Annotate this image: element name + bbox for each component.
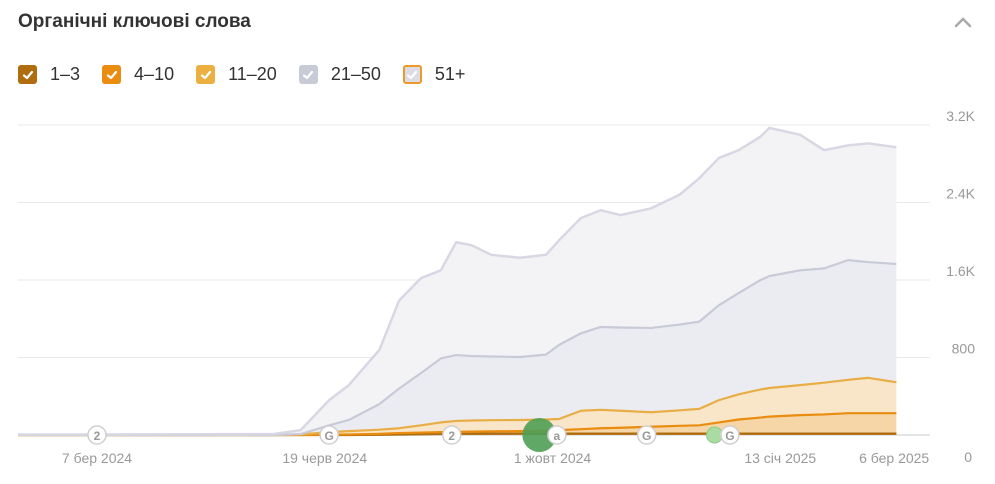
series-line-11–20 <box>18 376 897 437</box>
checkbox[interactable] <box>402 65 422 84</box>
area-band-11–20 <box>18 377 897 435</box>
event-marker-google[interactable]: G <box>319 425 339 445</box>
legend-label: 1–3 <box>50 64 81 84</box>
checkmark-icon <box>200 70 211 79</box>
y-tick-label: 1.6K <box>946 263 975 279</box>
legend-label: 11–20 <box>228 64 277 84</box>
legend-label: 21–50 <box>330 64 381 84</box>
checkmark-icon <box>22 70 33 79</box>
y-tick-label: 0 <box>964 449 972 465</box>
marker-label: G <box>324 429 333 443</box>
checkbox[interactable] <box>298 65 318 84</box>
legend-item-0[interactable]: 1–3 <box>18 64 80 85</box>
series-line-21–50 <box>18 259 897 437</box>
x-tick-label: 19 черв 2024 <box>282 450 367 466</box>
checkbox[interactable] <box>196 65 216 84</box>
marker-label: 2 <box>448 429 455 443</box>
checkmark-icon <box>106 70 117 79</box>
legend-label: 4–10 <box>134 64 175 84</box>
checkbox[interactable] <box>18 65 37 84</box>
area-band-21–50 <box>18 260 897 435</box>
checkmark-icon <box>303 70 314 79</box>
x-tick-label: 1 жовт 2024 <box>514 450 592 466</box>
section-title: Органічні ключові слова <box>18 11 251 32</box>
event-marker-note[interactable]: 2 <box>87 425 107 445</box>
x-tick-label: 6 бер 2025 <box>859 450 929 466</box>
legend-item-2[interactable]: 11–20 <box>196 64 277 85</box>
legend-label: 51+ <box>434 64 466 84</box>
marker-label: G <box>725 429 734 443</box>
legend-item-1[interactable]: 4–10 <box>102 64 174 85</box>
chevron-up-icon[interactable] <box>952 12 974 34</box>
legend: 1–3 4–10 11–20 21–50 51+ <box>18 64 487 85</box>
event-marker-note[interactable]: 2 <box>442 425 462 445</box>
legend-item-3[interactable]: 21–50 <box>298 64 381 85</box>
legend-item-4[interactable]: 51+ <box>402 64 466 85</box>
marker-label: 2 <box>94 429 101 443</box>
checkbox[interactable] <box>102 65 122 84</box>
event-marker-ahrefs[interactable]: a <box>547 425 567 445</box>
event-marker-google[interactable]: G <box>636 425 657 445</box>
y-tick-label: 2.4K <box>946 186 975 202</box>
marker-label: G <box>642 429 651 443</box>
x-tick-label: 13 січ 2025 <box>744 450 816 466</box>
checkmark-icon <box>407 70 418 79</box>
marker-label: a <box>554 429 561 443</box>
y-tick-label: 3.2K <box>946 108 975 124</box>
x-tick-label: 7 бер 2024 <box>62 450 132 466</box>
event-marker-highlight[interactable] <box>522 418 557 452</box>
series-line-51+ <box>18 126 897 436</box>
area-band-4–10 <box>18 413 897 435</box>
y-tick-label: 800 <box>952 341 976 357</box>
area-band-51+ <box>18 127 897 435</box>
event-marker-google[interactable]: G <box>720 425 740 445</box>
